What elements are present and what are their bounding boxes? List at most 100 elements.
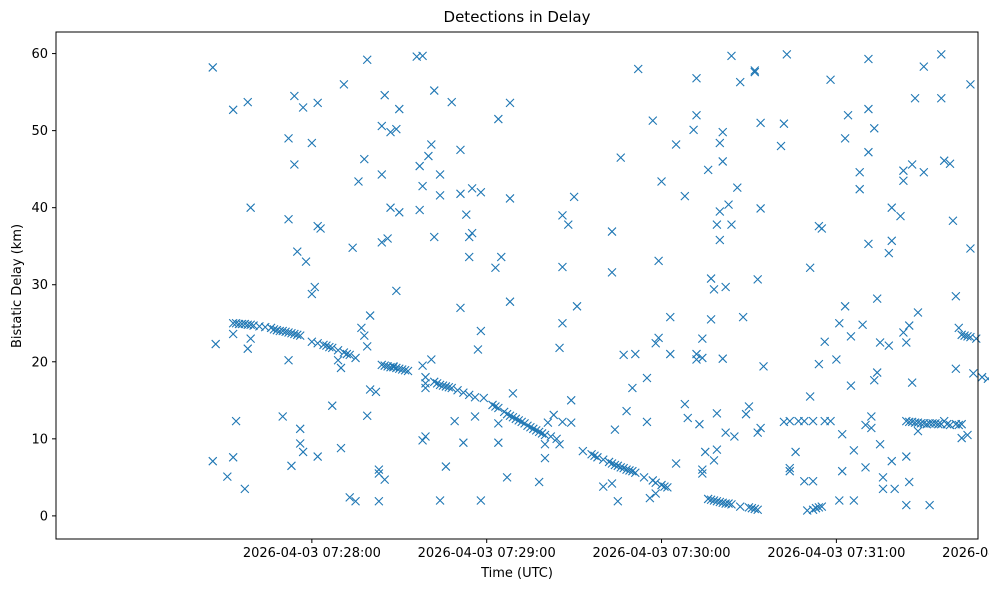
data-point: [706, 315, 716, 324]
data-point: [394, 207, 404, 217]
data-point: [619, 463, 629, 473]
data-point: [843, 110, 853, 120]
data-point: [645, 493, 655, 503]
data-point: [697, 334, 707, 344]
data-point: [861, 462, 870, 472]
data-point: [919, 167, 929, 177]
data-point: [834, 318, 844, 328]
data-point: [622, 465, 631, 475]
data-point: [727, 220, 736, 230]
data-point: [660, 482, 669, 491]
data-point: [954, 420, 964, 430]
data-point: [284, 214, 293, 224]
x-tick-label: 2026-04-03 07:30:00: [592, 546, 730, 561]
data-point: [642, 373, 652, 383]
data-point: [284, 328, 293, 337]
data-point: [633, 64, 643, 74]
data-point: [808, 416, 818, 426]
data-point: [555, 439, 564, 449]
data-point: [421, 372, 430, 382]
data-point: [359, 154, 369, 164]
data-point: [703, 494, 713, 504]
data-point: [380, 90, 390, 100]
data-point: [791, 447, 800, 457]
data-point: [590, 451, 599, 461]
data-point: [246, 320, 256, 330]
data-point: [587, 449, 596, 459]
data-point: [211, 339, 221, 349]
data-point: [785, 463, 795, 473]
data-point: [753, 428, 763, 438]
data-point: [951, 291, 961, 301]
data-point: [957, 330, 967, 340]
data-point: [505, 411, 515, 421]
data-point: [496, 252, 506, 262]
data-point: [421, 378, 430, 388]
data-point: [846, 381, 856, 391]
data-point: [887, 456, 897, 466]
data-point: [899, 176, 908, 186]
y-tick-label: 60: [31, 47, 48, 62]
data-point: [287, 328, 296, 338]
data-point: [555, 343, 564, 353]
data-point: [502, 409, 512, 419]
data-point: [814, 359, 824, 369]
data-point: [724, 499, 733, 508]
data-point: [458, 438, 468, 448]
data-point: [983, 374, 989, 384]
y-tick-label: 50: [31, 124, 48, 139]
data-point: [307, 337, 317, 347]
data-point: [875, 439, 885, 449]
data-point: [607, 479, 617, 488]
data-point: [610, 460, 620, 470]
data-point: [858, 320, 867, 330]
data-point: [756, 204, 766, 213]
data-point: [715, 497, 725, 507]
data-point: [782, 49, 792, 59]
data-point: [511, 414, 521, 424]
data-point: [435, 170, 445, 179]
data-point: [391, 363, 401, 373]
data-point: [298, 447, 308, 457]
data-point: [316, 224, 325, 233]
data-point: [966, 80, 975, 89]
data-point: [377, 360, 387, 370]
data-point: [878, 484, 888, 494]
data-point: [872, 368, 882, 377]
data-point: [342, 349, 352, 359]
data-point: [735, 502, 745, 512]
data-point: [552, 434, 562, 444]
data-point: [869, 375, 879, 385]
data-point: [295, 439, 305, 448]
data-point: [753, 274, 763, 284]
data-point: [307, 138, 317, 148]
data-point: [351, 353, 360, 363]
data-point: [709, 284, 719, 294]
data-point: [284, 133, 293, 143]
data-point: [391, 286, 401, 296]
data-point: [753, 505, 763, 515]
data-point: [837, 466, 847, 476]
data-point: [523, 421, 532, 431]
data-point: [779, 417, 789, 427]
data-point: [738, 312, 748, 322]
data-point: [432, 378, 442, 388]
data-point: [945, 159, 955, 169]
data-point: [415, 161, 425, 171]
data-point: [709, 496, 719, 505]
data-point: [528, 424, 538, 434]
data-point: [319, 340, 328, 350]
data-point: [607, 268, 617, 277]
data-point: [715, 138, 725, 148]
data-point: [817, 224, 827, 233]
data-point: [348, 243, 358, 253]
data-point: [339, 348, 349, 357]
data-point: [418, 181, 427, 191]
data-point: [963, 430, 972, 440]
data-point: [351, 496, 360, 506]
data-point: [750, 504, 760, 514]
data-point: [313, 338, 323, 348]
y-tick-label: 0: [40, 509, 48, 524]
data-point: [380, 475, 390, 485]
data-point: [878, 472, 888, 482]
